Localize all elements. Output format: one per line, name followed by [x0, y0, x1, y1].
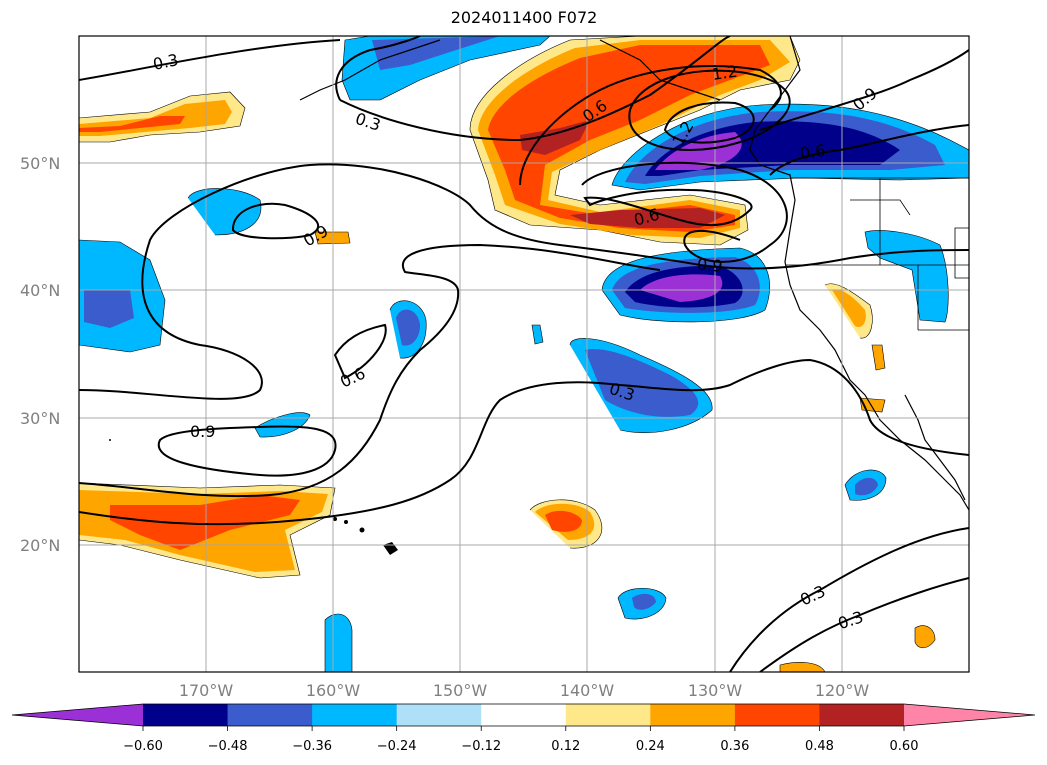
lat-label: 40°N	[20, 281, 60, 300]
colorbar-segment	[312, 704, 398, 726]
colorbar: −0.60 −0.48 −0.36 −0.24 −0.12 0.12 0.24 0.36 0.4…	[11, 703, 1036, 754]
colorbar-segment	[227, 704, 313, 726]
colorbar-tick-label: 0.36	[720, 739, 749, 754]
colorbar-tick-label: 0.24	[636, 739, 665, 754]
colorbar-tick-label: 0.60	[890, 739, 919, 754]
colorbar-tick-label: −0.60	[123, 739, 163, 754]
colorbar-segment	[734, 704, 820, 726]
colorbar-tick-label: −0.24	[377, 739, 417, 754]
colorbar-extend-low	[12, 704, 143, 726]
colorbar-tick-label: 0.12	[551, 739, 580, 754]
state-borders	[785, 177, 969, 331]
lon-label: 120°W	[815, 681, 870, 700]
map-frame	[78, 35, 970, 673]
colorbar-segment	[396, 704, 482, 726]
lon-label: 140°W	[560, 681, 615, 700]
lon-label: 130°W	[688, 681, 743, 700]
contour-label: 1.2	[711, 62, 739, 84]
lon-label: 170°W	[179, 681, 234, 700]
lon-label: 150°W	[433, 681, 488, 700]
lon-label: 160°W	[306, 681, 361, 700]
lat-label: 50°N	[20, 154, 60, 173]
map-title: 2024011400 F072	[450, 8, 598, 27]
colorbar-tick-label: −0.48	[208, 739, 248, 754]
colorbar-tick-label: −0.36	[292, 739, 332, 754]
colorbar-segment	[143, 704, 229, 726]
contour-label: 0.3	[151, 50, 180, 74]
contour-lines	[79, 36, 969, 672]
colorbar-segment	[819, 704, 905, 726]
colorbar-segment	[565, 704, 651, 726]
graticule	[79, 36, 969, 672]
map-plot-area: 0.3 0.3 0.6 1.2 0.9 1.2 0.6 0.9 0.6 0.9 …	[79, 36, 969, 672]
contour-label: 0.6	[799, 141, 827, 163]
contour-label: 0.9	[696, 255, 723, 276]
colorbar-segment	[650, 704, 736, 726]
colorbar-segment	[481, 704, 567, 726]
anomaly-shading	[79, 36, 969, 672]
colorbar-tick-label: 0.48	[805, 739, 834, 754]
contour-label: 0.9	[190, 422, 215, 441]
colorbar-extend-high	[904, 704, 1035, 726]
lat-label: 20°N	[20, 536, 60, 555]
colorbar-tick-label: −0.12	[461, 739, 501, 754]
lat-label: 30°N	[20, 409, 60, 428]
